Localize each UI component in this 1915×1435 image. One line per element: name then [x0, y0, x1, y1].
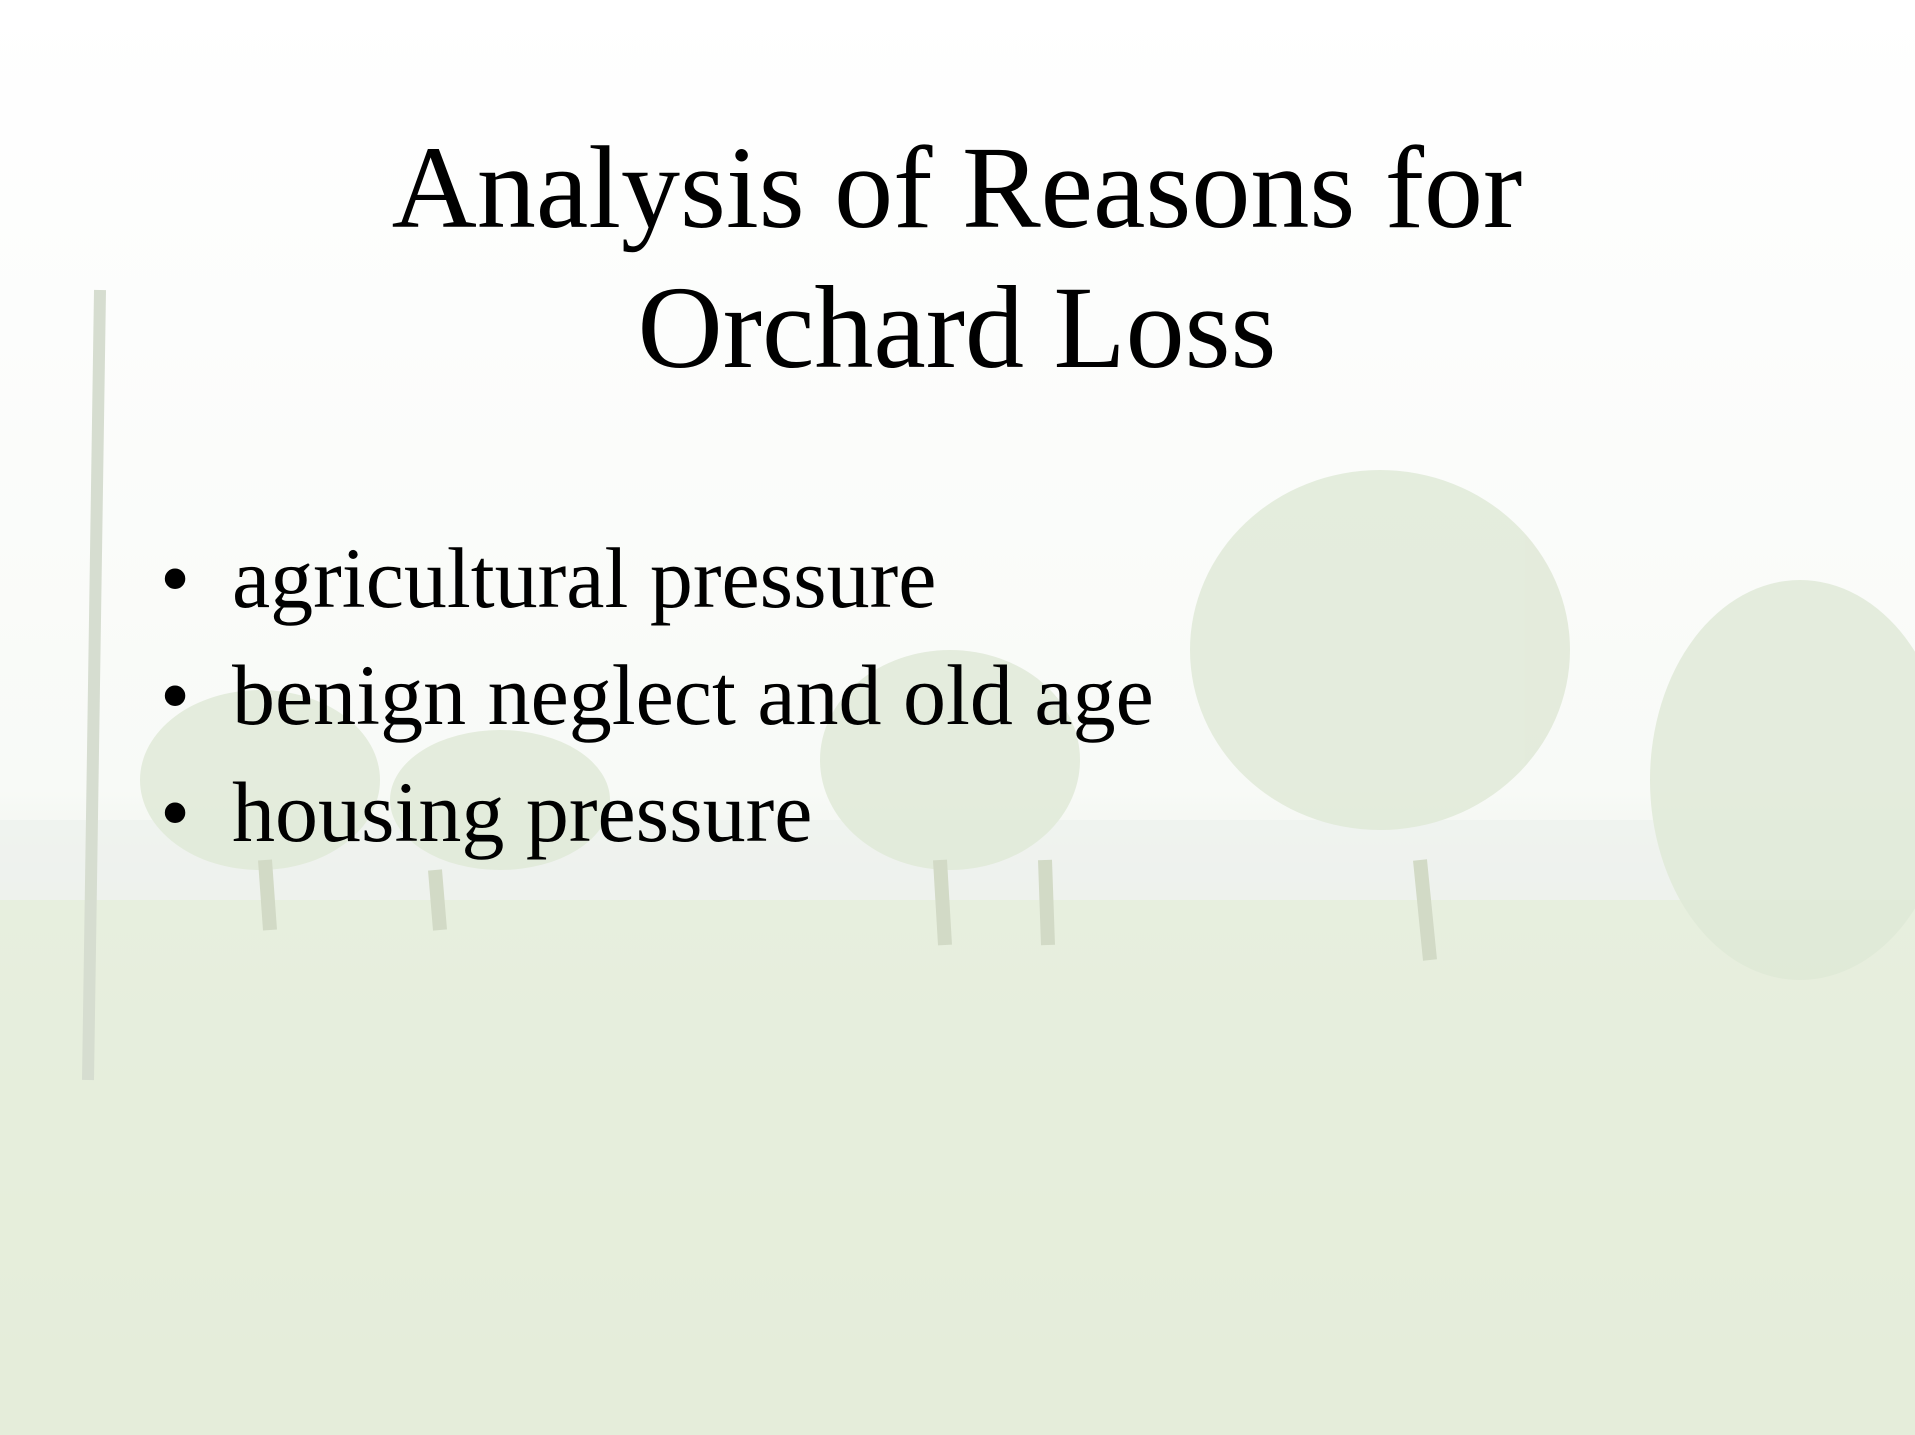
bullet-list: agricultural pressure benign neglect and… [160, 520, 1154, 871]
bullet-item: agricultural pressure [160, 520, 1154, 637]
slide-title: Analysis of Reasons for Orchard Loss [357, 118, 1557, 398]
bullet-item: benign neglect and old age [160, 637, 1154, 754]
slide: Analysis of Reasons for Orchard Loss agr… [0, 0, 1915, 1435]
bullet-item: housing pressure [160, 754, 1154, 871]
